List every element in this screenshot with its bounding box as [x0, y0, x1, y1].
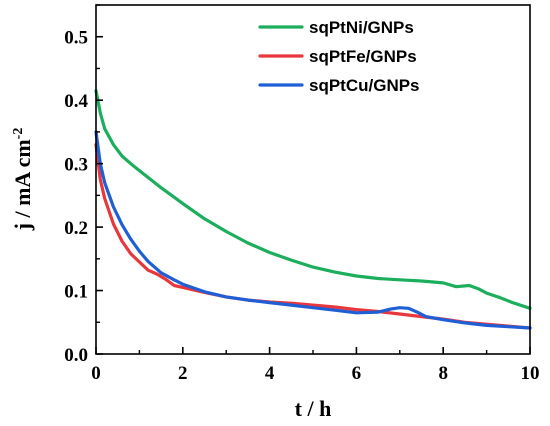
legend-label-3: sqPtCu/GNPs: [309, 76, 420, 95]
x-tick-label: 2: [178, 363, 188, 384]
legend-label-2: sqPtFe/GNPs: [309, 47, 417, 66]
tick-layer: 0 2 4 6 8 10 0.0 0.1 0.2 0.3 0.4 0.5: [64, 4, 540, 384]
x-tick-label: 4: [265, 363, 275, 384]
series-layer: [94, 89, 532, 330]
y-tick-label: 0.5: [64, 28, 88, 49]
y-axis-label: j / mA cm-2: [10, 128, 35, 232]
series-line-3: [94, 130, 532, 330]
y-tick-label: 0.2: [64, 218, 88, 239]
legend-label-1: sqPtNi/GNPs: [309, 18, 414, 37]
x-tick-label: 6: [352, 363, 362, 384]
x-axis-label: t / h: [295, 396, 332, 421]
x-tick-label: 8: [438, 363, 448, 384]
y-tick-label: 0.0: [64, 345, 88, 366]
series-line-2: [94, 143, 532, 330]
x-tick-label: 0: [91, 363, 101, 384]
x-tick-label: 10: [521, 363, 540, 384]
y-tick-label: 0.4: [64, 91, 88, 112]
y-tick-label: 0.1: [64, 282, 88, 303]
y-tick-label: 0.3: [64, 155, 88, 176]
y-axis-label-main: j / mA cm: [10, 139, 35, 231]
series-line-1: [94, 89, 532, 310]
legend: sqPtNi/GNPs sqPtFe/GNPs sqPtCu/GNPs: [258, 18, 420, 95]
y-axis-label-superscript: -2: [11, 128, 26, 140]
